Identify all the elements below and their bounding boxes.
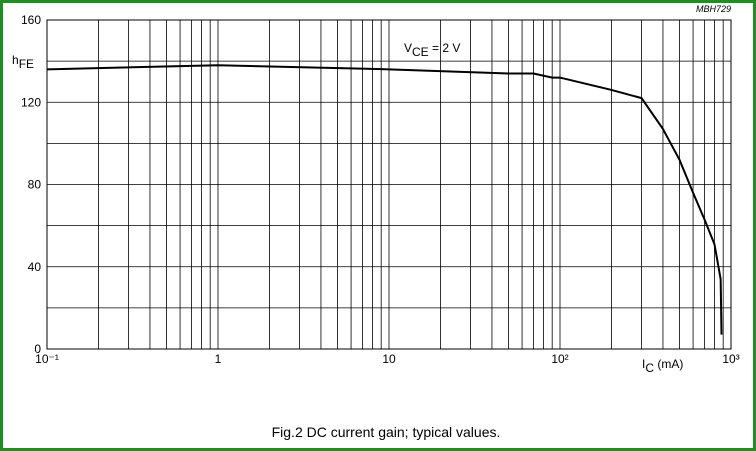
y-tick-label: 160	[21, 13, 41, 27]
x-tick-label: 10³	[722, 352, 739, 366]
y-tick-label: 80	[28, 178, 42, 192]
y-axis-label: hFE	[12, 53, 34, 71]
x-tick-label: 10	[382, 352, 396, 366]
x-label-sub: C	[645, 361, 654, 375]
y-label-sub: FE	[19, 57, 34, 71]
x-tick-label: 1	[215, 352, 222, 366]
annotation-sub: CE	[412, 45, 429, 59]
annotation-main: V	[404, 41, 412, 55]
x-tick-label: 10²	[551, 352, 568, 366]
x-tick-label: 10⁻¹	[35, 352, 59, 366]
y-tick-label: 40	[28, 260, 42, 274]
annotation: VCE = 2 V	[404, 41, 460, 59]
x-label-main: I	[642, 357, 645, 371]
annotation-rest: = 2 V	[429, 41, 461, 55]
y-label-main: h	[12, 53, 19, 67]
code: MBH729	[696, 4, 731, 14]
x-label-unit: (mA)	[654, 357, 683, 371]
y-tick-label: 120	[21, 95, 41, 109]
data-line	[46, 64, 723, 335]
caption: Fig.2 DC current gain; typical values.	[272, 424, 501, 440]
y-tick-label: 0	[34, 342, 41, 356]
x-axis-label: IC (mA)	[642, 357, 683, 375]
